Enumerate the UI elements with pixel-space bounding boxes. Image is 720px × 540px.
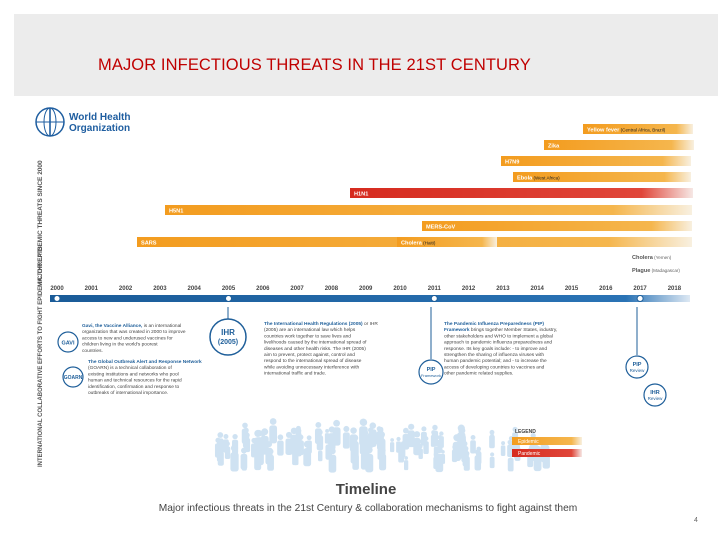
threat-bar [501, 156, 691, 166]
year-label: 2017 [633, 286, 647, 292]
threat-label: SARS [141, 240, 157, 246]
footer-subtitle: Major infectious threats in the 21st Cen… [159, 503, 577, 514]
threat-label: H1N1 [354, 191, 368, 197]
pip-badge: PIP Framework [418, 359, 444, 385]
timeline-infographic: World Health Organization MAJOR EPIDEMIC… [28, 97, 704, 530]
threat-label: H7N9 [505, 159, 519, 165]
gavi-description: Gavi, the Vaccine Alliance, is an intern… [82, 323, 186, 354]
timeline-marker [225, 295, 232, 302]
legend-title: LEGEND [515, 429, 536, 435]
year-label: 2015 [565, 286, 579, 292]
threat-bar [583, 124, 693, 134]
threat-label: Zika [548, 143, 560, 149]
pip-review-badge: PIP Review [625, 355, 649, 379]
vertical-label-threats: MAJOR EPIDEMIC THREATS SINCE 2000 [37, 160, 44, 287]
year-label: 2013 [496, 286, 510, 292]
threat-bar [165, 205, 692, 215]
year-label: 2014 [531, 286, 545, 292]
ihr-review-badge-line1: IHR [650, 390, 660, 396]
goarn-description: The Global Outbreak Alert and Response N… [88, 359, 202, 396]
legend: LEGEND Epidemic Pandemic [512, 429, 582, 457]
pip-review-badge-line1: PIP [633, 362, 642, 368]
year-label: 2008 [325, 286, 339, 292]
threat-bar [350, 188, 693, 198]
pip-badge-line1: PIP [427, 367, 436, 373]
year-label: 2012 [462, 286, 476, 292]
year-ticks: 2000 2001 2002 2003 2004 2005 2006 2007 2008 2009… [50, 286, 682, 302]
ihr-badge-line2: (2005) [218, 339, 238, 346]
threat-bar [397, 237, 497, 247]
pip-review-badge-line2: Review [630, 368, 646, 373]
threat-bar [544, 140, 694, 150]
timeline-marker [53, 295, 61, 302]
timeline-marker [430, 295, 438, 302]
threat-label: Ebola (West Africa) [517, 175, 560, 181]
year-label: 2018 [668, 286, 682, 292]
legend-epidemic-swatch [512, 437, 582, 445]
threat-bars: Yellow fever (Central Africa, Brazil) Zik… [137, 124, 694, 274]
goarn-badge-label: GOARN [64, 375, 83, 381]
pip-description: The Pandemic Influenza Preparedness (PIP… [444, 321, 557, 377]
year-label: 2005 [222, 286, 236, 292]
ihr-review-badge: IHR Review [643, 383, 667, 407]
year-label: 2000 [50, 286, 64, 292]
pip-badge-line2: Framework [421, 373, 441, 378]
gavi-badge: GAVI [57, 331, 79, 353]
slide-title: MAJOR INFECTIOUS THREATS IN THE 21ST CEN… [98, 56, 531, 74]
year-label: 2001 [85, 286, 99, 292]
gavi-badge-label: GAVI [61, 341, 75, 347]
year-label: 2006 [256, 286, 270, 292]
footer-title: Timeline [336, 481, 397, 498]
threat-label: Yellow fever (Central Africa, Brazil) [587, 127, 666, 133]
legend-pandemic-label: Pandemic [518, 451, 541, 457]
threat-label: Plague (Madagascar) [632, 268, 680, 274]
threat-label: Cholera (Yemen) [632, 255, 672, 261]
slide-number: 4 [694, 517, 698, 524]
who-logo: World Health Organization [35, 107, 130, 137]
ihr-review-badge-line2: Review [648, 396, 664, 401]
year-label: 2003 [153, 286, 167, 292]
ihr-description: The International Health Regulations (20… [264, 321, 378, 377]
vertical-label-efforts: INTERNATIONAL COLLABORATIVE EFFORTS TO F… [38, 246, 44, 467]
year-label: 2011 [428, 286, 442, 292]
legend-epidemic-label: Epidemic [518, 439, 539, 445]
year-label: 2007 [290, 286, 304, 292]
year-label: 2002 [119, 286, 133, 292]
legend-pandemic-swatch [512, 449, 582, 457]
timeline-axis [50, 295, 690, 302]
ihr-badge: IHR (2005) [209, 318, 247, 356]
threat-bar [513, 172, 691, 182]
year-label: 2010 [393, 286, 407, 292]
crowd-illustration [214, 418, 550, 473]
who-name-line1: World Health [69, 112, 130, 123]
who-name-line2: Organization [69, 123, 130, 134]
year-label: 2004 [188, 286, 202, 292]
year-label: 2016 [599, 286, 613, 292]
threat-bar [422, 221, 692, 231]
timeline-marker [636, 295, 644, 302]
threat-label: MERS-CoV [426, 224, 455, 230]
slide-header [14, 14, 718, 96]
threat-label: Cholera (Haiti) [401, 240, 436, 246]
threat-label: H5N1 [169, 208, 183, 214]
goarn-badge: GOARN [62, 366, 84, 388]
year-label: 2009 [359, 286, 373, 292]
ihr-badge-line1: IHR [221, 328, 235, 337]
